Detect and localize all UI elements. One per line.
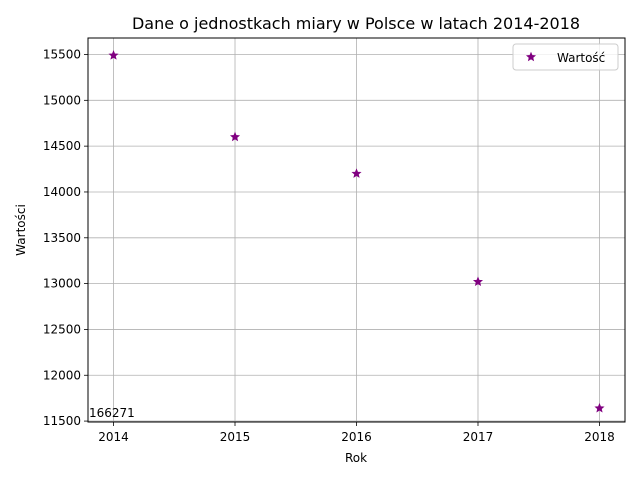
chart-title: Dane o jednostkach miary w Polsce w lata… <box>132 14 580 33</box>
data-point <box>108 50 119 60</box>
x-axis-label: Rok <box>345 451 367 465</box>
annotation-text: 166271 <box>89 406 135 420</box>
y-tick-label: 14500 <box>43 139 81 153</box>
legend-marker-star <box>525 51 537 62</box>
legend-box <box>512 43 619 71</box>
data-points <box>108 50 605 413</box>
y-tick-label: 12000 <box>43 368 81 382</box>
grid <box>88 38 625 422</box>
data-point <box>351 168 362 178</box>
legend: Wartość <box>512 43 619 71</box>
y-tick-label: 15500 <box>43 47 81 61</box>
axis-ticks: 2014 2015 2016 2017 2018 11500 12000 12500 13000… <box>43 47 615 444</box>
x-tick-label: 2016 <box>341 430 372 444</box>
data-point <box>594 402 605 413</box>
y-tick-label: 12500 <box>43 322 81 336</box>
x-tick-label: 2018 <box>584 430 615 444</box>
y-tick-label: 15000 <box>43 93 81 107</box>
y-axis-label: Wartości <box>14 204 28 256</box>
x-tick-label: 2017 <box>463 430 494 444</box>
x-tick-label: 2015 <box>220 430 251 444</box>
data-point <box>229 131 241 142</box>
y-tick-label: 14000 <box>43 185 81 199</box>
data-point <box>472 276 484 287</box>
legend-label: Wartość <box>557 51 605 65</box>
y-tick-label: 11500 <box>43 414 81 428</box>
y-tick-label: 13500 <box>43 231 81 245</box>
y-tick-label: 13000 <box>43 277 81 291</box>
legend-star-icon <box>525 51 537 62</box>
x-tick-label: 2014 <box>98 430 129 444</box>
